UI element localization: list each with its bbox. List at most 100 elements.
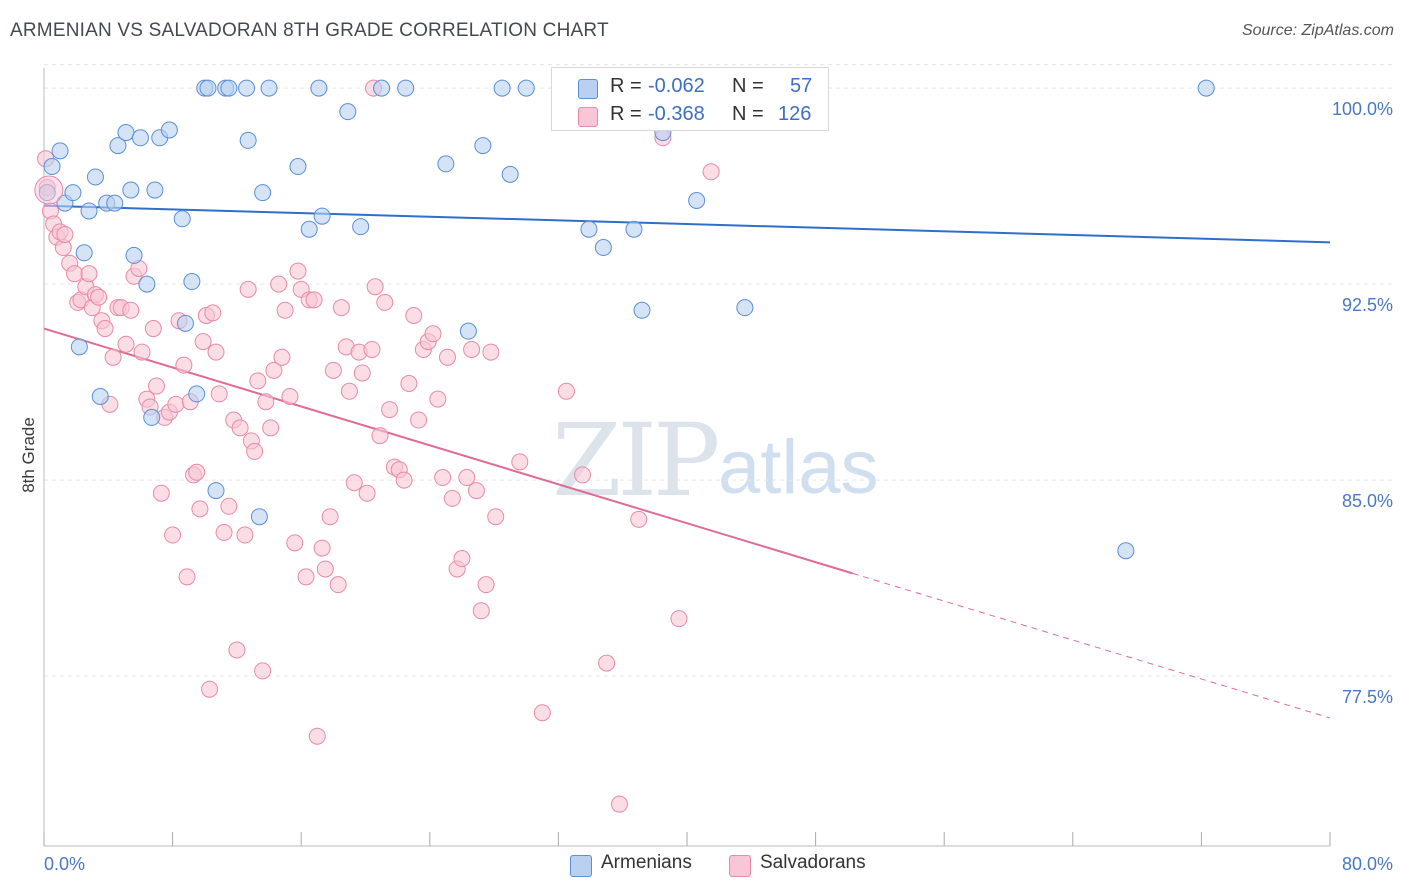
salvadoran-point (574, 466, 592, 484)
salvadoran-point (148, 377, 166, 395)
armenian-swatch (578, 79, 598, 99)
armenian-point (91, 388, 109, 406)
salvadoran-point (424, 325, 442, 343)
armenian-swatch (570, 855, 592, 877)
salvadoran-point (228, 641, 246, 659)
legend-r-value: -0.062 (648, 75, 705, 97)
armenian-point (254, 184, 272, 202)
salvadoran-point (598, 654, 616, 672)
salvadoran-point (80, 265, 98, 283)
salvadoran-point (702, 163, 720, 181)
salvadoran-point (395, 471, 413, 489)
armenian-point (633, 301, 651, 319)
salvadoran-point (262, 419, 280, 437)
legend: R = -0.062 N = 57 R = -0.368 N = 126 (551, 67, 829, 131)
salvadoran-point (324, 361, 342, 379)
armenian-point (289, 158, 307, 176)
chart-title: ARMENIAN VS SALVADORAN 8TH GRADE CORRELA… (10, 20, 609, 41)
armenian-point (250, 508, 268, 526)
armenian-point (736, 299, 754, 317)
armenian-point (43, 158, 61, 176)
axes (43, 68, 1331, 847)
salvadoran-point (321, 508, 339, 526)
salvadoran-point (246, 442, 264, 460)
salvadoran-point (178, 568, 196, 586)
armenian-point (1117, 542, 1135, 560)
armenian-point (352, 218, 370, 236)
armenian-point (373, 79, 391, 97)
armenian-point (131, 129, 149, 147)
salvadoran-point (329, 576, 347, 594)
x-tick-label: 0.0% (44, 854, 85, 874)
salvadoran-point (400, 374, 418, 392)
watermark-zip: ZIP (552, 402, 720, 519)
salvadoran-point (194, 333, 212, 351)
salvadoran-point (207, 343, 225, 361)
legend-n-value: 126 (778, 103, 812, 125)
y-axis-label: 8th Grade (19, 417, 38, 493)
armenian-point (239, 131, 257, 149)
armenian-point (122, 181, 140, 199)
x-tick-label: 80.0% (1342, 854, 1393, 874)
salvadoran-point (376, 293, 394, 311)
armenian-point (138, 275, 156, 293)
salvadoran-swatch (729, 855, 751, 877)
armenian-point (188, 385, 206, 403)
legend-n-label: N = (732, 103, 764, 125)
y-tick-label: 77.5% (1342, 687, 1393, 707)
salvadoran-point (458, 469, 476, 487)
salvadoran-point (236, 526, 254, 544)
armenian-point (176, 314, 194, 332)
salvadoran-point (66, 265, 84, 283)
salvadoran-point (273, 348, 291, 366)
grid-lines (44, 64, 1395, 677)
salvadoran-point (366, 278, 384, 296)
salvadoran-point (96, 320, 114, 338)
salvadoran-point (201, 680, 219, 698)
armenian-trendline (43, 204, 1331, 244)
salvadoran-point (363, 340, 381, 358)
salvadoran-point (429, 390, 447, 408)
salvadoran-point (305, 291, 323, 309)
bottom-legend-label: Armenians (601, 852, 692, 873)
salvadoran-point (231, 419, 249, 437)
salvadoran-point (405, 306, 423, 324)
salvadoran-trendline-dashed (852, 572, 1331, 719)
armenian-point (106, 194, 124, 212)
salvadoran-point (410, 411, 428, 429)
bottom-legend-label: Salvadorans (760, 852, 866, 873)
salvadoran-point (122, 301, 140, 319)
axis-labels: 77.5% 85.0% 92.5% 100.0% 0.0% 80.0% 8th Grade (19, 99, 1393, 874)
data-points (34, 79, 1215, 813)
armenian-point (80, 202, 98, 220)
salvadoran-point (487, 508, 505, 526)
salvadoran-point (265, 361, 283, 379)
salvadoran-point (257, 393, 275, 411)
y-tick-label: 92.5% (1342, 295, 1393, 315)
legend-row-armenians: R = -0.062 N = 57 (552, 73, 828, 101)
salvadoran-point (104, 348, 122, 366)
salvadoran-point (117, 335, 135, 353)
salvadoran-point (463, 340, 481, 358)
armenian-point (238, 79, 256, 97)
armenian-point (594, 239, 612, 257)
armenian-point (300, 220, 318, 238)
salvadoran-point (289, 262, 307, 280)
salvadoran-point (249, 372, 267, 390)
armenian-point (125, 246, 143, 264)
trend-lines (43, 204, 1331, 719)
armenian-point (109, 137, 127, 155)
salvadoran-point (133, 343, 151, 361)
salvadoran-point (610, 795, 628, 813)
salvadoran-point (533, 704, 551, 722)
salvadoran-point (254, 662, 272, 680)
salvadoran-point (188, 463, 206, 481)
armenian-point (160, 121, 178, 139)
salvadoran-point (313, 539, 331, 557)
salvadoran-point (472, 602, 490, 620)
salvadoran-point (270, 275, 288, 293)
salvadoran-swatch (578, 107, 598, 127)
salvadoran-point (353, 364, 371, 382)
legend-r-label: R = (610, 75, 642, 97)
salvadoran-point (477, 576, 495, 594)
